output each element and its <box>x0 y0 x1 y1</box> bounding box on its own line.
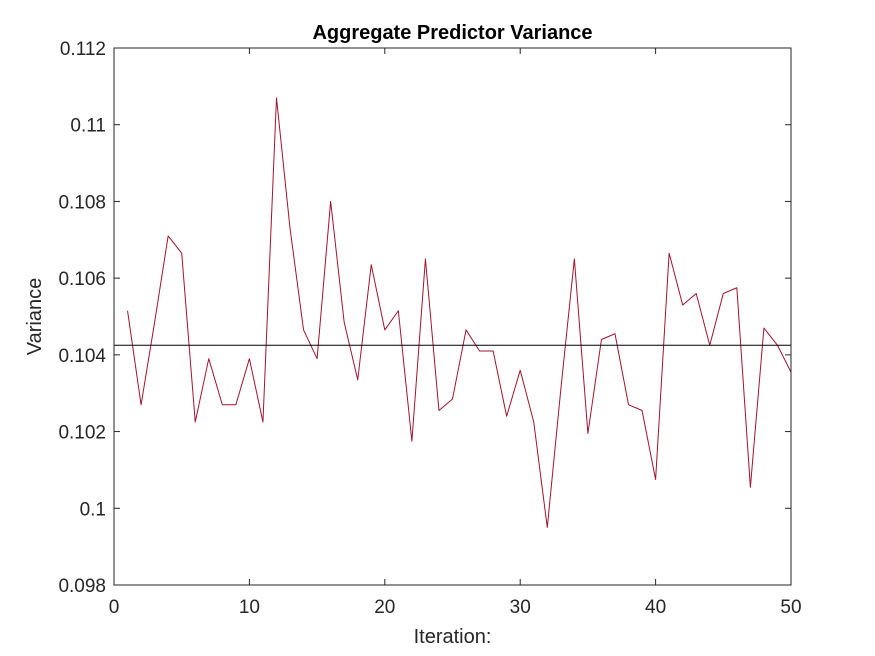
y-tick-label: 0.11 <box>70 116 106 137</box>
variance-series-line <box>127 97 792 528</box>
series-layer <box>114 97 792 528</box>
y-tick-label: 0.104 <box>58 346 106 367</box>
x-tick-label: 30 <box>510 597 531 618</box>
plot-area-background <box>114 48 791 585</box>
x-axis: 0 10 20 30 40 50 <box>109 48 802 618</box>
y-tick-label: 0.102 <box>58 423 106 444</box>
y-axis: 0.098 0.1 0.102 0.104 0.106 0.108 0.11 0.112 <box>58 39 791 597</box>
x-tick-label: 0 <box>109 597 120 618</box>
x-axis-label: Iteration: <box>414 626 492 648</box>
y-axis-label: Variance <box>24 278 46 355</box>
y-tick-label: 0.112 <box>60 39 106 60</box>
x-tick-label: 40 <box>645 597 666 618</box>
plot-area-border <box>113 47 792 586</box>
y-tick-label: 0.098 <box>58 576 106 597</box>
y-tick-label: 0.1 <box>80 499 106 520</box>
x-tick-label: 50 <box>780 597 801 618</box>
y-tick-label: 0.108 <box>58 192 106 213</box>
x-tick-label: 20 <box>374 597 395 618</box>
x-tick-label: 10 <box>239 597 260 618</box>
chart-title: Aggregate Predictor Variance <box>312 22 592 44</box>
y-tick-label: 0.106 <box>58 269 106 290</box>
